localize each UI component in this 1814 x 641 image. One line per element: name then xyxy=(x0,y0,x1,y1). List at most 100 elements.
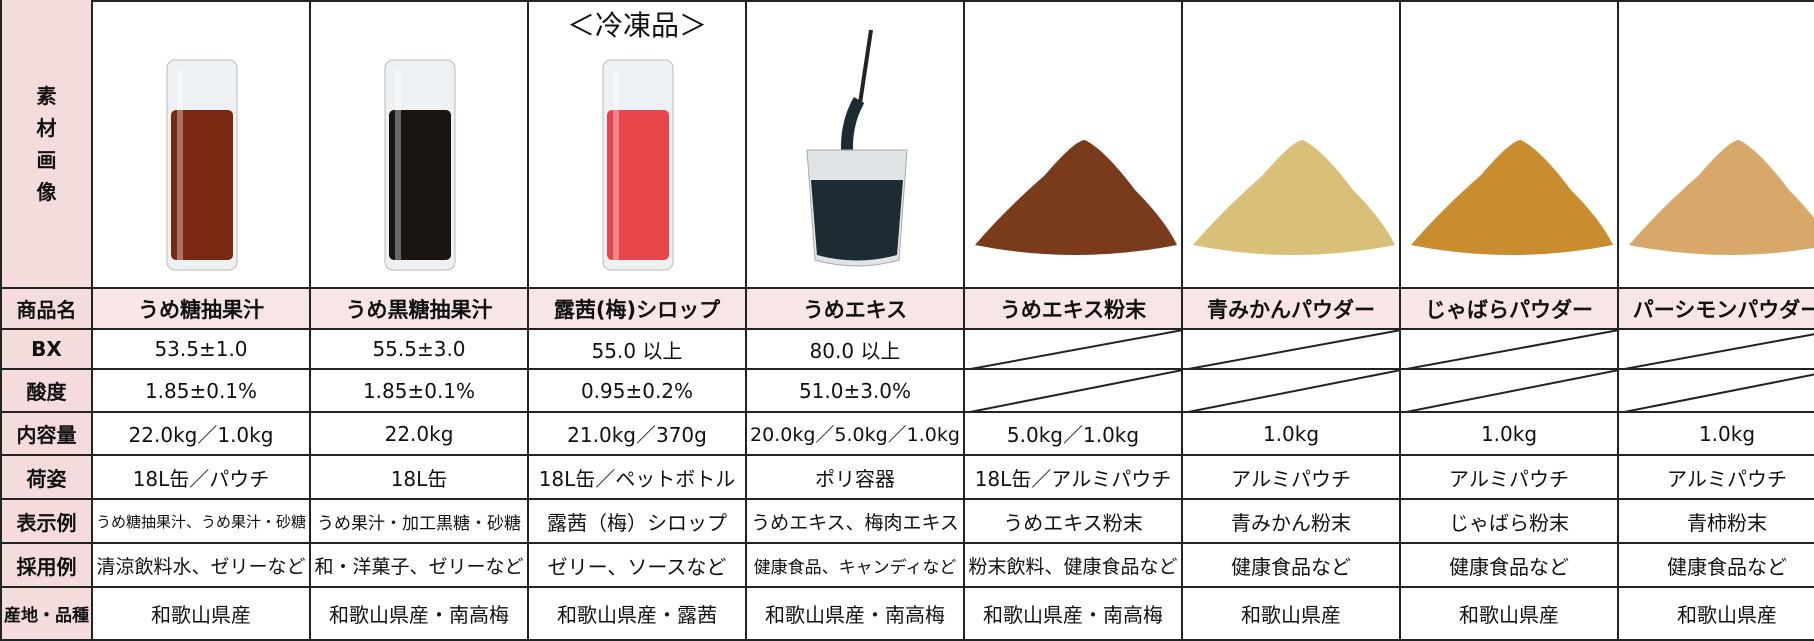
content: 20.0kg／5.0kg／1.0kg xyxy=(750,420,960,447)
bx-cell: 55.5±3.0 xyxy=(311,330,529,370)
row-label: 商品名 xyxy=(17,294,77,323)
display: うめ糖抽果汁、うめ果汁・砂糖 xyxy=(96,511,306,532)
bx-cell xyxy=(1619,330,1814,370)
usage-cell: 健康食品など xyxy=(1183,544,1401,588)
product-image xyxy=(1401,0,1619,289)
image-cell: ＜冷凍品＞ xyxy=(529,0,747,289)
row-label-cell: 表示例 xyxy=(0,500,93,544)
usage: 清涼飲料水、ゼリーなど xyxy=(96,552,305,579)
name-cell: うめ黒糖抽果汁 xyxy=(311,289,529,330)
package: 18L缶／パウチ xyxy=(133,463,270,492)
image-shape xyxy=(859,30,871,110)
row-label: 採用例 xyxy=(17,551,77,580)
content: 1.0kg xyxy=(1481,422,1537,446)
usage-cell: 粉末飲料、健康食品など xyxy=(965,544,1183,588)
origin: 和歌山県産 xyxy=(1677,599,1777,628)
row-label: BX xyxy=(31,337,62,361)
display-cell: うめ果汁・加工黒糖・砂糖 xyxy=(311,500,529,544)
package-cell: ポリ容器 xyxy=(747,456,965,500)
content-cell: 22.0kg xyxy=(311,413,529,456)
image-label: 素材画像 xyxy=(36,80,58,208)
image-shape xyxy=(395,70,401,260)
package: ポリ容器 xyxy=(815,463,895,492)
usage: 健康食品など xyxy=(1667,551,1787,580)
bx-cell: 55.0 以上 xyxy=(529,330,747,370)
row-label: 産地・品種 xyxy=(4,601,89,626)
display-cell: 青柿粉末 xyxy=(1619,500,1814,544)
row-label-cell: 荷姿 xyxy=(0,456,93,500)
display: うめエキス、梅肉エキス xyxy=(751,508,959,535)
row-label-cell: 酸度 xyxy=(0,370,93,413)
name-cell: うめエキス xyxy=(747,289,965,330)
origin: 和歌山県産 xyxy=(151,599,251,628)
usage: 粉末飲料、健康食品など xyxy=(968,552,1177,579)
content: 5.0kg／1.0kg xyxy=(1007,419,1139,448)
slash-line xyxy=(965,330,1183,370)
slash-line xyxy=(1183,370,1401,413)
image-shape xyxy=(1193,140,1395,255)
name-cell: じゃばらパウダー xyxy=(1401,289,1619,330)
image-cell xyxy=(1183,0,1401,289)
slash xyxy=(1619,370,1814,413)
row-label: 内容量 xyxy=(17,419,77,448)
name-cell: うめ糖抽果汁 xyxy=(93,289,311,330)
name-cell: パーシモンパウダー xyxy=(1619,289,1814,330)
slash-line xyxy=(1183,330,1401,370)
usage: ゼリー、ソースなど xyxy=(548,551,727,580)
image-label-cell: 素材画像 xyxy=(0,0,93,289)
bx: 55.5±3.0 xyxy=(372,337,465,361)
display: じゃばら粉末 xyxy=(1449,507,1569,536)
acidity-cell: 1.85±0.1% xyxy=(93,370,311,413)
package: 18L缶／ペットボトル xyxy=(539,463,736,492)
usage-cell: 健康食品など xyxy=(1619,544,1814,588)
name-cell: 青みかんパウダー xyxy=(1183,289,1401,330)
content-cell: 1.0kg xyxy=(1619,413,1814,456)
product-image xyxy=(965,0,1183,289)
content-cell: 5.0kg／1.0kg xyxy=(965,413,1183,456)
name: うめエキス粉末 xyxy=(1000,294,1146,324)
row-label: 荷姿 xyxy=(27,463,67,492)
name-cell: 露茜(梅)シロップ xyxy=(529,289,747,330)
name: うめエキス xyxy=(803,294,907,324)
image-shape xyxy=(975,140,1177,255)
content: 1.0kg xyxy=(1263,422,1319,446)
row-label: 酸度 xyxy=(27,376,67,405)
bx: 53.5±1.0 xyxy=(154,337,247,361)
origin-cell: 和歌山県産・南高梅 xyxy=(965,588,1183,641)
acidity: 1.85±0.1% xyxy=(363,379,475,403)
name: 露茜(梅)シロップ xyxy=(554,294,720,324)
package: アルミパウチ xyxy=(1667,463,1787,492)
acidity-cell xyxy=(965,370,1183,413)
content-cell: 1.0kg xyxy=(1401,413,1619,456)
package-cell: 18L缶／アルミパウチ xyxy=(965,456,1183,500)
package-cell: 18L缶／パウチ xyxy=(93,456,311,500)
name: パーシモンパウダー xyxy=(1633,294,1814,324)
bx: 80.0 以上 xyxy=(810,335,901,364)
bx-cell xyxy=(1401,330,1619,370)
image-shape xyxy=(1629,140,1814,255)
usage-cell: 健康食品など xyxy=(1401,544,1619,588)
package: 18L缶 xyxy=(391,463,448,492)
content: 22.0kg xyxy=(385,422,454,446)
package-cell: 18L缶／ペットボトル xyxy=(529,456,747,500)
acidity-cell xyxy=(1619,370,1814,413)
package-cell: 18L缶 xyxy=(311,456,529,500)
page: 素材画像商品名 BX 酸度内容量荷姿表示例採用例産地・品種 うめ糖抽果汁 53.5±1.… xyxy=(0,0,1814,641)
image-cell xyxy=(965,0,1183,289)
origin: 和歌山県産・露茜 xyxy=(557,599,717,628)
usage-cell: 和・洋菓子、ゼリーなど xyxy=(311,544,529,588)
slash-line xyxy=(1619,330,1814,370)
package: アルミパウチ xyxy=(1449,463,1569,492)
slash xyxy=(1183,330,1401,370)
slash-line xyxy=(1401,330,1619,370)
package-cell: アルミパウチ xyxy=(1401,456,1619,500)
name: 青みかんパウダー xyxy=(1207,294,1375,324)
usage-cell: 健康食品、キャンディなど xyxy=(747,544,965,588)
acidity-cell: 51.0±3.0% xyxy=(747,370,965,413)
display-cell: うめ糖抽果汁、うめ果汁・砂糖 xyxy=(93,500,311,544)
name: じゃばらパウダー xyxy=(1425,294,1593,324)
usage: 健康食品など xyxy=(1231,551,1351,580)
name: うめ黒糖抽果汁 xyxy=(346,294,493,324)
acidity-cell xyxy=(1183,370,1401,413)
display: うめエキス粉末 xyxy=(1003,507,1142,536)
